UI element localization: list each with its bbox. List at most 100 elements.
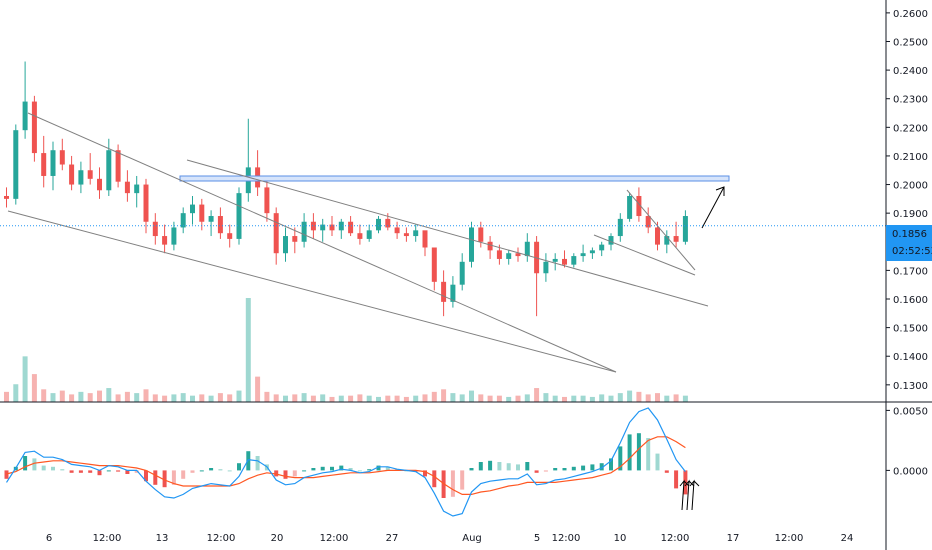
- candle: [264, 178, 270, 222]
- macd-histogram-bar: [51, 466, 55, 471]
- volume-bar: [422, 394, 428, 402]
- macd-histogram-bar: [655, 453, 660, 471]
- candle: [41, 135, 47, 188]
- time-tick-label: 27: [386, 533, 399, 544]
- candle: [338, 218, 344, 239]
- macd-histogram-bar: [460, 470, 465, 490]
- volume-bar: [273, 394, 279, 402]
- macd-histogram-bar: [78, 470, 83, 473]
- time-tick-label: 12:00: [775, 533, 804, 544]
- candle: [422, 230, 428, 257]
- candle: [50, 141, 56, 191]
- volume-bar: [655, 393, 660, 402]
- volume-bar: [552, 395, 558, 402]
- macd-annotations: [679, 479, 700, 511]
- candle-body: [543, 261, 549, 274]
- candle-body: [208, 216, 214, 222]
- macd-histogram-bar: [209, 468, 214, 471]
- volume-bar: [385, 395, 391, 402]
- volume-bar: [50, 393, 56, 402]
- resistance-zone[interactable]: [179, 175, 730, 182]
- candle-body: [627, 195, 633, 219]
- candle-body: [562, 258, 567, 265]
- candle: [524, 233, 530, 262]
- price-tick-label: 0.2300: [893, 95, 928, 106]
- candle-body: [673, 236, 679, 242]
- volume-panel: [4, 298, 688, 402]
- candle-body: [682, 216, 688, 242]
- macd-histogram-bar: [590, 464, 595, 471]
- macd-histogram-bar: [292, 470, 297, 477]
- volume-bar: [562, 396, 567, 402]
- candle-body: [227, 233, 233, 239]
- price-panel[interactable]: [4, 61, 688, 317]
- candle: [31, 95, 37, 162]
- candle-body: [329, 224, 335, 231]
- candle-body: [41, 153, 47, 176]
- macd-panel[interactable]: [4, 407, 688, 517]
- price-tick-label: 0.1300: [893, 381, 928, 392]
- time-axis[interactable]: 6 12:00 13 12:00 20 12:00 27 Aug 5 12:00 10 12:00 17…: [46, 533, 854, 544]
- wedge-upper-line[interactable]: [626, 189, 696, 271]
- volume-bar: [487, 395, 493, 402]
- candle-body: [69, 164, 75, 185]
- macd-histogram-bar: [450, 470, 455, 497]
- candle: [571, 253, 577, 268]
- candle: [4, 187, 9, 208]
- candle: [301, 213, 307, 248]
- price-tick-label: 0.2100: [893, 152, 928, 163]
- macd-histogram-bar: [609, 458, 613, 471]
- macd-histogram-bar: [4, 470, 9, 479]
- macd-histogram-bar: [525, 462, 530, 471]
- candle-body: [31, 101, 37, 154]
- macd-histogram-bar: [478, 462, 483, 471]
- price-axis[interactable]: 0.2600 0.2500 0.2400 0.2300 0.2200 0.2100 0.20…: [886, 9, 928, 392]
- macd-histogram-bar: [125, 470, 130, 474]
- candle: [171, 221, 177, 251]
- macd-histogram-bar: [218, 469, 223, 471]
- mid-channel-line[interactable]: [186, 159, 709, 307]
- macd-histogram-bar: [227, 470, 232, 472]
- price-tick-label: 0.2200: [893, 123, 928, 134]
- macd-histogram-bar: [311, 468, 316, 471]
- candle-body: [283, 236, 288, 254]
- candle-body: [655, 227, 660, 245]
- time-tick-label: 12:00: [552, 533, 581, 544]
- macd-histogram-bar: [506, 463, 511, 471]
- candle: [97, 167, 102, 199]
- candle-body: [617, 218, 623, 237]
- candle-body: [22, 101, 28, 131]
- candle: [441, 270, 447, 317]
- candle-body: [506, 253, 512, 259]
- wedge-lower-line[interactable]: [593, 234, 696, 276]
- candle: [673, 221, 679, 248]
- macd-histogram-bar: [190, 470, 195, 473]
- channel-upper-line[interactable]: [27, 112, 617, 373]
- time-tick-label: 12:00: [661, 533, 690, 544]
- volume-bar: [627, 390, 633, 402]
- volume-bar: [459, 394, 465, 402]
- channel-lower-line[interactable]: [7, 210, 617, 373]
- candle-body: [217, 216, 223, 234]
- volume-bar: [124, 391, 130, 402]
- candle-body: [608, 236, 614, 245]
- candle-body: [301, 221, 307, 242]
- candle-body: [580, 253, 586, 257]
- volume-bar: [180, 393, 186, 402]
- macd-axis[interactable]: 0.0050 0.0000: [886, 406, 928, 477]
- candle: [227, 224, 233, 248]
- macd-histogram-bar: [302, 470, 307, 472]
- volume-bar: [320, 394, 326, 402]
- macd-histogram-bar: [32, 458, 37, 471]
- candle: [329, 216, 335, 237]
- price-tick-label: 0.1600: [893, 295, 928, 306]
- macd-histogram-bar: [423, 470, 427, 477]
- candle-body: [524, 241, 530, 257]
- candle-body: [487, 241, 493, 251]
- volume-bar: [524, 394, 530, 402]
- candle-body: [413, 230, 419, 237]
- candle: [682, 210, 688, 245]
- volume-bar: [599, 394, 605, 402]
